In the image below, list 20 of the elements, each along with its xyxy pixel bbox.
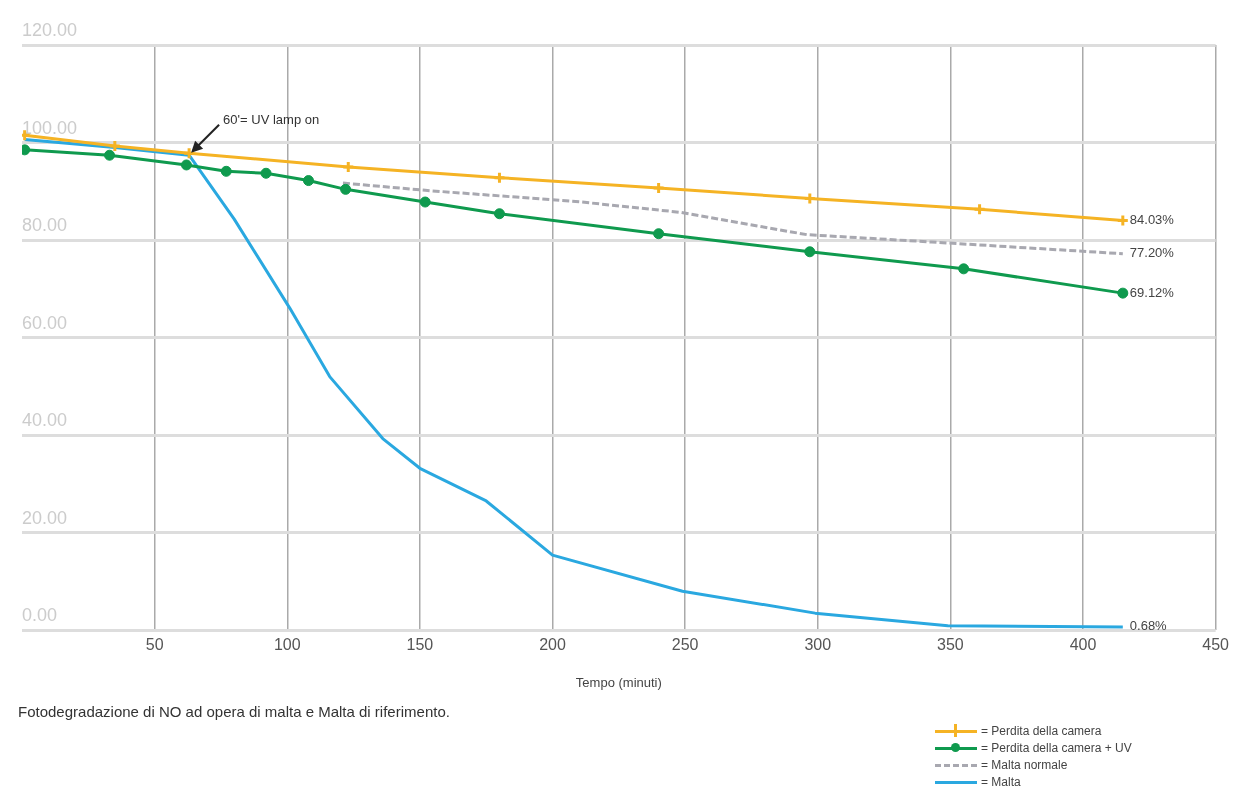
x-tick-label: 350	[937, 636, 964, 654]
annotation: 60'= UV lamp on	[223, 112, 320, 128]
data-label: 84.03%	[1129, 211, 1175, 227]
text: Fotodegradazione di NO ad opera di malta e Malta di riferimento.	[18, 703, 450, 720]
legend-label: = Perdita della camera	[981, 723, 1102, 738]
legend-label: = Malta	[981, 774, 1021, 789]
x-axis-title: Tempo (minuti)	[575, 674, 662, 690]
x-tick-label: 450	[1202, 636, 1230, 654]
data-label: 0.68%	[1129, 618, 1168, 634]
x-tick-label: 100	[273, 636, 301, 654]
x-tick-label: 50	[145, 636, 164, 654]
x-tick-label: 150	[406, 636, 434, 654]
data-label: 77.20%	[1129, 245, 1175, 261]
legend-label: = Perdita della camera + UV	[981, 740, 1132, 755]
x-tick-label: 300	[804, 636, 832, 654]
x-tick-label: 400	[1069, 636, 1097, 654]
data-label: 69.12%	[1129, 284, 1175, 300]
x-tick-label: 200	[539, 636, 566, 654]
x-tick-label: 250	[671, 636, 699, 654]
legend-label: = Malta normale	[981, 757, 1068, 772]
